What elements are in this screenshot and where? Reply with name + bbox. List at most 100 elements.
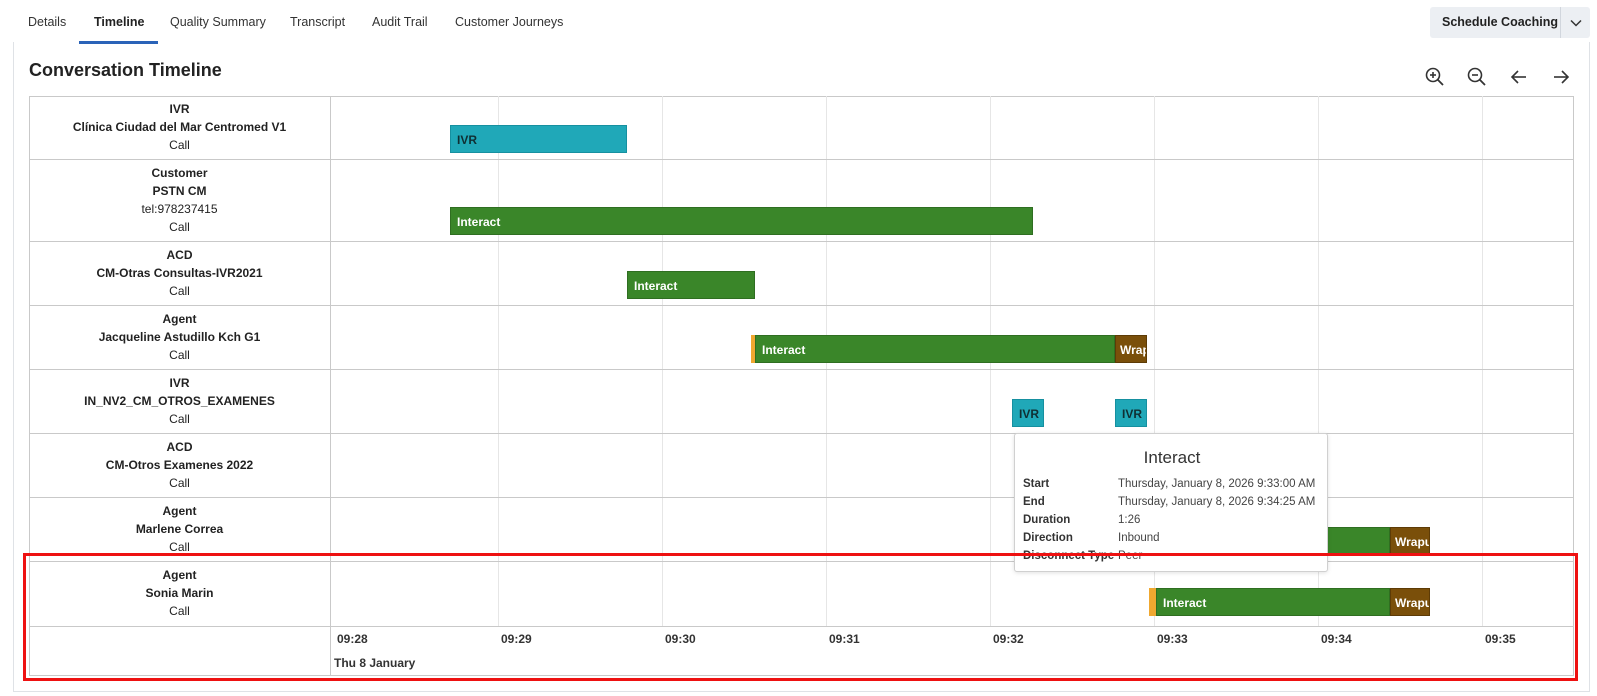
tooltip-value: 1:26: [1118, 514, 1141, 526]
tooltip-value: Thursday, January 8, 2026 9:33:00 AM: [1118, 478, 1316, 490]
tooltip-key: Disconnect Type: [1023, 550, 1115, 562]
participant-role: Agent: [162, 568, 197, 582]
participant-media-type: Call: [169, 604, 190, 618]
time-tick-label: 09:28: [337, 632, 368, 646]
row-divider: [29, 305, 1574, 306]
participant-media-type: Call: [169, 412, 190, 426]
tooltip-title: Interact: [1143, 448, 1201, 467]
participant-label-acd-1: ACD CM-Otras Consultas-IVR2021 Call: [29, 246, 330, 300]
time-tick-label: 09:32: [993, 632, 1024, 646]
participant-media-type: Call: [169, 348, 190, 362]
segment-interact[interactable]: Interact: [755, 335, 1115, 363]
gridline: [1482, 96, 1483, 626]
tab-customer-journeys[interactable]: Customer Journeys: [455, 15, 564, 29]
participant-label-ivr-1: IVR Clínica Ciudad del Mar Centromed V1 …: [29, 100, 330, 154]
tooltip-value: Thursday, January 8, 2026 9:34:25 AM: [1118, 496, 1316, 508]
participant-role: Customer: [151, 166, 208, 180]
row-divider: [29, 626, 1574, 627]
participant-label-acd-2: ACD CM-Otros Examenes 2022 Call: [29, 438, 330, 492]
panel-title: Conversation Timeline: [29, 60, 222, 80]
row-divider: [29, 369, 1574, 370]
segment-ivr[interactable]: IVR: [450, 125, 627, 153]
chevron-down-icon[interactable]: [1561, 7, 1590, 38]
tooltip-row: Start Thursday, January 8, 2026 9:33:00 A…: [1023, 475, 1315, 493]
participant-role: Agent: [162, 504, 197, 518]
tab-quality-summary[interactable]: Quality Summary: [170, 15, 266, 29]
participant-media-type: Call: [169, 540, 190, 554]
participant-label-ivr-2: IVR IN_NV2_CM_OTROS_EXAMENES Call: [29, 374, 330, 428]
participant-name: CM-Otros Examenes 2022: [105, 458, 254, 472]
tab-details[interactable]: Details: [28, 15, 67, 29]
segment-alert-marker[interactable]: [1149, 588, 1156, 616]
segment-alert-marker[interactable]: [751, 335, 755, 363]
time-tick-label: 09:31: [829, 632, 860, 646]
tab-audit-trail[interactable]: Audit Trail: [372, 15, 428, 29]
participant-media-type: Call: [169, 220, 190, 234]
arrow-left-icon[interactable]: [1508, 66, 1530, 88]
segment-wrapup[interactable]: Wrapu: [1390, 588, 1430, 616]
participant-label-agent-marlene: Agent Marlene Correa Call: [29, 502, 330, 556]
segment-interact[interactable]: Interact: [1156, 588, 1390, 616]
tab-bar: Details Timeline Quality Summary Transcr…: [0, 0, 1597, 44]
zoom-out-icon[interactable]: [1466, 66, 1488, 88]
label-column-divider: [330, 96, 331, 676]
schedule-coaching-group: Schedule Coaching: [1430, 7, 1590, 38]
participant-name: Sonia Marin: [145, 586, 214, 600]
tooltip-row: End Thursday, January 8, 2026 9:34:25 AM: [1023, 493, 1315, 511]
tooltip-value: Inbound: [1118, 532, 1160, 544]
participant-label-agent-sonia: Agent Sonia Marin Call: [29, 566, 330, 620]
tooltip-key: Direction: [1023, 532, 1073, 544]
segment-tooltip: Interact Start Thursday, January 8, 2026 …: [1014, 433, 1328, 572]
time-tick-label: 09:33: [1157, 632, 1188, 646]
schedule-coaching-button[interactable]: Schedule Coaching: [1442, 15, 1558, 29]
gridline: [662, 96, 663, 626]
participant-name: Marlene Correa: [135, 522, 224, 536]
segment-wrapup[interactable]: Wrapu: [1390, 527, 1430, 555]
time-tick-label: 09:34: [1321, 632, 1352, 646]
tab-timeline[interactable]: Timeline: [94, 15, 145, 29]
participant-media-type: Call: [169, 476, 190, 490]
time-tick-label: 09:30: [665, 632, 696, 646]
tooltip-key: Duration: [1023, 514, 1071, 526]
participant-role: ACD: [166, 248, 193, 262]
participant-name: Jacqueline Astudillo Kch G1: [98, 330, 261, 344]
zoom-in-icon[interactable]: [1424, 66, 1446, 88]
timeline-panel: [13, 42, 1590, 692]
active-tab-indicator: [79, 41, 158, 44]
time-tick-label: 09:29: [501, 632, 532, 646]
divider: [1560, 7, 1561, 38]
timeline-grid: [29, 96, 1574, 676]
tab-transcript[interactable]: Transcript: [290, 15, 346, 29]
participant-role: IVR: [169, 376, 190, 390]
segment-ivr[interactable]: IVR: [1115, 399, 1147, 427]
participant-phone: tel:978237415: [141, 202, 218, 216]
segment-interact[interactable]: Interact: [450, 207, 1033, 235]
gridline: [498, 96, 499, 626]
segment-interact[interactable]: [1326, 527, 1390, 555]
row-divider: [29, 159, 1574, 160]
tooltip-key: End: [1023, 496, 1045, 508]
arrow-right-icon[interactable]: [1550, 66, 1572, 88]
participant-name: Clínica Ciudad del Mar Centromed V1: [72, 120, 287, 134]
participant-media-type: Call: [169, 138, 190, 152]
participant-media-type: Call: [169, 284, 190, 298]
participant-role: ACD: [166, 440, 193, 454]
row-divider: [29, 241, 1574, 242]
tooltip-row: Disconnect Type Peer: [1023, 547, 1142, 565]
participant-label-customer: Customer PSTN CM tel:978237415 Call: [29, 164, 330, 236]
row-divider: [29, 497, 1574, 498]
tooltip-value: Peer: [1118, 550, 1143, 562]
time-tick-label: 09:35: [1485, 632, 1516, 646]
gridline: [1154, 96, 1155, 626]
participant-name: PSTN CM: [152, 184, 207, 198]
segment-interact[interactable]: Interact: [627, 271, 755, 299]
participant-name: CM-Otras Consultas-IVR2021: [96, 266, 263, 280]
participant-name: IN_NV2_CM_OTROS_EXAMENES: [84, 394, 275, 408]
tooltip-row: Duration 1:26: [1023, 511, 1140, 529]
segment-wrapup[interactable]: Wrap: [1115, 335, 1147, 363]
tooltip-key: Start: [1023, 478, 1050, 490]
tooltip-row: Direction Inbound: [1023, 529, 1160, 547]
participant-role: IVR: [169, 102, 190, 116]
segment-ivr[interactable]: IVR: [1012, 399, 1044, 427]
participant-role: Agent: [162, 312, 197, 326]
